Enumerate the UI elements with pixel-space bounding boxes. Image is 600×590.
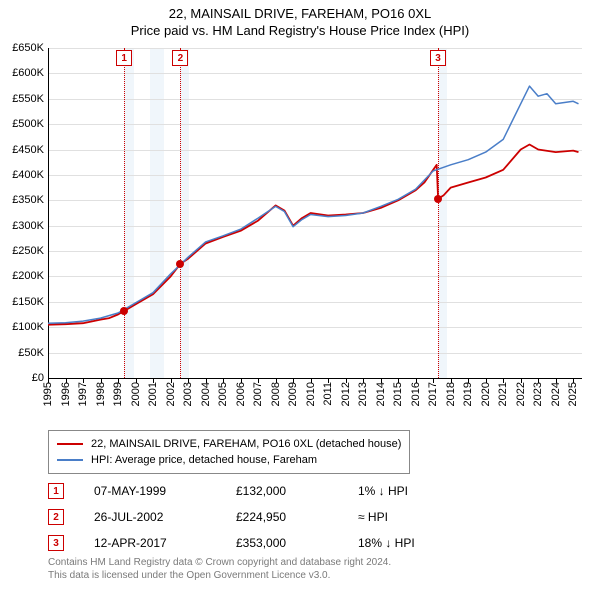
x-tick-label: 2014	[375, 382, 387, 406]
x-tick-label: 1998	[95, 382, 107, 406]
chart-titles: 22, MAINSAIL DRIVE, FAREHAM, PO16 0XL Pr…	[0, 0, 600, 38]
series-line	[48, 86, 579, 323]
y-tick-label: £200K	[12, 270, 44, 282]
x-tick-label: 1997	[77, 382, 89, 406]
chart-container: 22, MAINSAIL DRIVE, FAREHAM, PO16 0XL Pr…	[0, 0, 600, 590]
gridline	[48, 378, 582, 379]
x-tick-label: 2008	[270, 382, 282, 406]
x-tick-label: 2020	[480, 382, 492, 406]
x-tick-label: 2012	[340, 382, 352, 406]
footer-line: Contains HM Land Registry data © Crown c…	[48, 556, 391, 569]
x-tick-label: 2010	[305, 382, 317, 406]
x-tick-label: 2005	[217, 382, 229, 406]
x-tick-label: 2025	[567, 382, 579, 406]
footer: Contains HM Land Registry data © Crown c…	[48, 556, 391, 582]
y-tick-label: £650K	[12, 42, 44, 54]
sales-row: 1 07-MAY-1999 £132,000 1% ↓ HPI	[48, 478, 478, 504]
x-tick-label: 2018	[445, 382, 457, 406]
legend-swatch	[57, 459, 83, 461]
sale-date: 26-JUL-2002	[94, 510, 214, 524]
x-tick-label: 2024	[550, 382, 562, 406]
sales-row: 3 12-APR-2017 £353,000 18% ↓ HPI	[48, 530, 478, 556]
x-tick-label: 2003	[182, 382, 194, 406]
x-tick-label: 2021	[497, 382, 509, 406]
series-line	[48, 145, 579, 325]
series-svg	[48, 48, 582, 378]
x-tick-label: 2000	[130, 382, 142, 406]
x-tick-label: 2009	[287, 382, 299, 406]
sale-number-box: 2	[48, 509, 64, 525]
sale-number-box: 3	[48, 535, 64, 551]
y-tick-label: £50K	[18, 347, 44, 359]
sales-row: 2 26-JUL-2002 £224,950 ≈ HPI	[48, 504, 478, 530]
sale-hpi-delta: 1% ↓ HPI	[358, 484, 478, 498]
legend-item: 22, MAINSAIL DRIVE, FAREHAM, PO16 0XL (d…	[57, 436, 401, 452]
sales-table: 1 07-MAY-1999 £132,000 1% ↓ HPI 2 26-JUL-2002…	[48, 478, 478, 556]
y-tick-label: £250K	[12, 245, 44, 257]
x-tick-label: 2001	[147, 382, 159, 406]
y-tick-label: £450K	[12, 144, 44, 156]
legend-item: HPI: Average price, detached house, Fare…	[57, 452, 401, 468]
x-tick-label: 2022	[515, 382, 527, 406]
sale-hpi-delta: ≈ HPI	[358, 510, 478, 524]
chart-title-subtitle: Price paid vs. HM Land Registry's House …	[0, 23, 600, 38]
sale-price: £353,000	[236, 536, 336, 550]
x-tick-label: 1995	[42, 382, 54, 406]
y-tick-label: £150K	[12, 296, 44, 308]
sale-date: 12-APR-2017	[94, 536, 214, 550]
x-tick-label: 1999	[112, 382, 124, 406]
legend-label: HPI: Average price, detached house, Fare…	[91, 454, 317, 466]
y-tick-label: £600K	[12, 67, 44, 79]
x-tick-label: 2006	[235, 382, 247, 406]
legend-swatch	[57, 443, 83, 445]
y-tick-label: £500K	[12, 118, 44, 130]
x-tick-label: 2011	[322, 382, 334, 406]
sale-hpi-delta: 18% ↓ HPI	[358, 536, 478, 550]
sale-marker-dot	[434, 195, 442, 203]
y-tick-label: £300K	[12, 220, 44, 232]
x-tick-label: 2017	[427, 382, 439, 406]
x-tick-label: 1996	[60, 382, 72, 406]
plot-area: 123	[48, 48, 582, 378]
y-tick-label: £550K	[12, 93, 44, 105]
legend: 22, MAINSAIL DRIVE, FAREHAM, PO16 0XL (d…	[48, 430, 410, 474]
y-axis-labels: £0£50K£100K£150K£200K£250K£300K£350K£400…	[0, 48, 46, 378]
sale-price: £224,950	[236, 510, 336, 524]
x-tick-label: 2002	[165, 382, 177, 406]
y-tick-label: £100K	[12, 321, 44, 333]
x-axis-labels: 1995199619971998199920002001200220032004…	[48, 380, 582, 430]
footer-line: This data is licensed under the Open Gov…	[48, 569, 391, 582]
x-tick-label: 2019	[462, 382, 474, 406]
sale-marker-dot	[120, 307, 128, 315]
x-tick-label: 2004	[200, 382, 212, 406]
x-tick-label: 2016	[410, 382, 422, 406]
y-tick-label: £400K	[12, 169, 44, 181]
y-tick-label: £350K	[12, 194, 44, 206]
sale-price: £132,000	[236, 484, 336, 498]
sale-number-box: 1	[48, 483, 64, 499]
x-tick-label: 2007	[252, 382, 264, 406]
sale-marker-dot	[176, 260, 184, 268]
x-tick-label: 2015	[392, 382, 404, 406]
sale-date: 07-MAY-1999	[94, 484, 214, 498]
x-tick-label: 2013	[357, 382, 369, 406]
chart-title-address: 22, MAINSAIL DRIVE, FAREHAM, PO16 0XL	[0, 6, 600, 21]
legend-label: 22, MAINSAIL DRIVE, FAREHAM, PO16 0XL (d…	[91, 438, 401, 450]
x-tick-label: 2023	[532, 382, 544, 406]
